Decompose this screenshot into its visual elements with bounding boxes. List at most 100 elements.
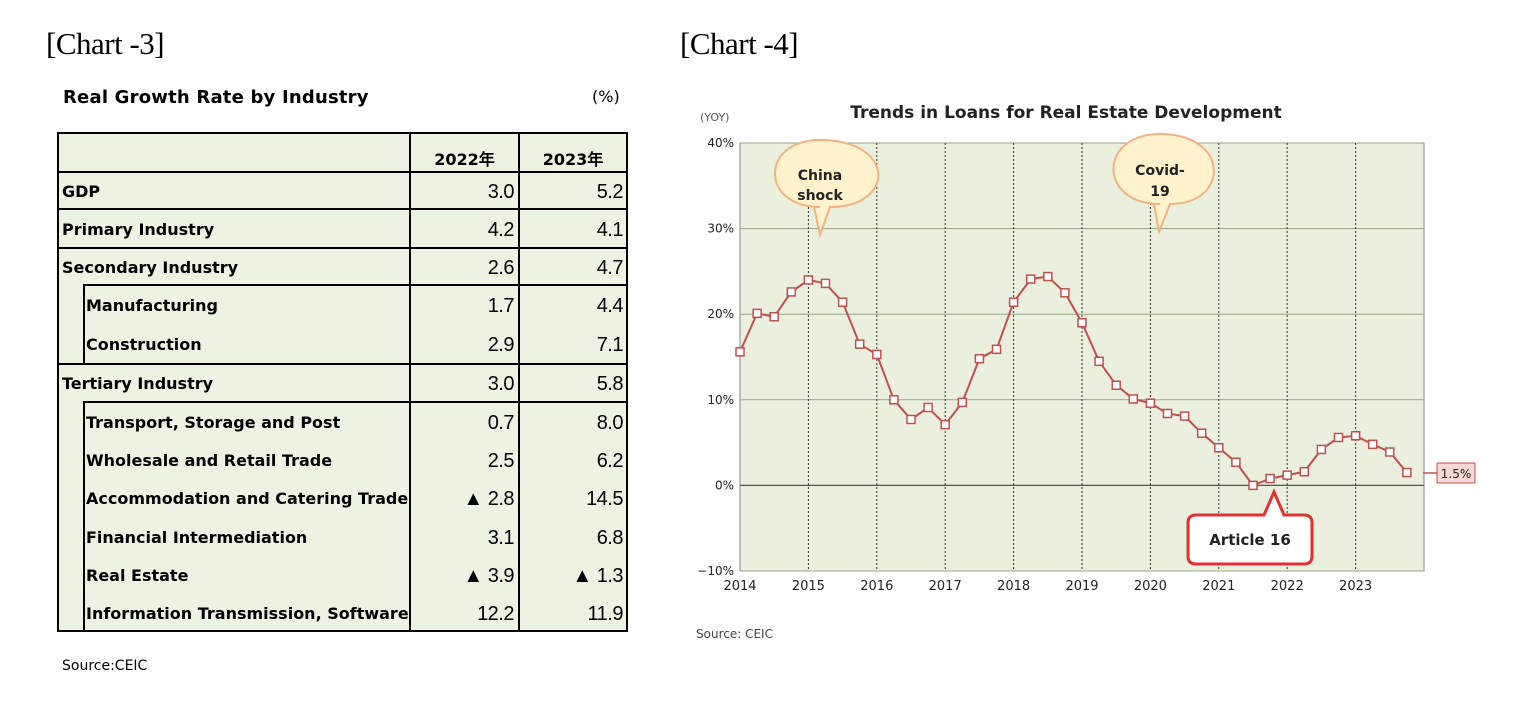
indent-divider xyxy=(83,401,85,632)
column-header-2022: 2022年 xyxy=(434,150,495,169)
end-value-label: 1.5% xyxy=(1423,462,1476,484)
y-tick-label: 40% xyxy=(707,136,734,150)
table-row: Wholesale and Retail Trade 2.5 6.2 xyxy=(59,443,626,479)
column-divider xyxy=(409,134,411,630)
data-point xyxy=(872,349,882,360)
x-tick-label: 2021 xyxy=(1202,579,1235,594)
data-point xyxy=(1299,466,1310,477)
data-point xyxy=(1214,442,1224,453)
row-label: Manufacturing xyxy=(86,296,218,315)
x-tick-label: 2023 xyxy=(1339,579,1372,594)
table-row: Real Estate ▲ 3.9 ▲ 1.3 xyxy=(59,558,626,594)
value-2023: 8.0 xyxy=(596,412,624,434)
row-label: Transport, Storage and Post xyxy=(86,413,341,432)
x-tick-label: 2019 xyxy=(1065,579,1098,594)
data-point xyxy=(1128,394,1139,404)
data-point xyxy=(1043,271,1053,282)
y-axis-label: (YOY) xyxy=(700,111,729,124)
y-tick-label: 30% xyxy=(707,222,734,236)
value-2023: 4.1 xyxy=(596,219,624,241)
x-tick-label: 2014 xyxy=(723,579,756,594)
y-tick-label: 0% xyxy=(715,478,734,492)
chart-title: Trends in Loans for Real Estate Developm… xyxy=(850,103,1281,123)
x-tick-label: 2015 xyxy=(792,579,825,594)
x-tick-label: 2016 xyxy=(860,579,893,594)
data-point xyxy=(1316,444,1327,455)
value-2022: 2.6 xyxy=(487,257,515,279)
data-point xyxy=(1402,467,1412,478)
value-2022: ▲ 3.9 xyxy=(463,565,514,587)
data-point xyxy=(991,344,1002,355)
row-rule xyxy=(59,363,626,365)
table-row: Secondary Industry 2.6 4.7 xyxy=(59,250,626,286)
column-divider xyxy=(518,134,520,630)
table-row: Accommodation and Catering Trade ▲ 2.8 1… xyxy=(59,481,626,517)
data-point xyxy=(1231,457,1241,468)
y-tick-label: 20% xyxy=(707,307,734,321)
x-tick-label: 2022 xyxy=(1271,579,1304,594)
value-2022: 3.0 xyxy=(487,181,515,203)
row-rule xyxy=(59,247,626,249)
data-point xyxy=(1385,447,1395,457)
value-2023: 6.8 xyxy=(596,527,624,549)
data-point xyxy=(1025,274,1036,284)
callout-text: China xyxy=(798,168,842,184)
value-2023: 14.5 xyxy=(586,488,623,510)
row-label: Primary Industry xyxy=(62,220,215,239)
callout-covid-19: Covid- 19 xyxy=(1112,132,1215,236)
data-point xyxy=(957,397,968,408)
end-value-text: 1.5% xyxy=(1441,467,1472,481)
row-rule xyxy=(83,401,626,403)
value-2022: 1.7 xyxy=(487,295,515,317)
data-point xyxy=(1060,288,1070,298)
value-2023: ▲ 1.3 xyxy=(572,565,623,587)
value-2022: 4.2 xyxy=(487,219,515,241)
x-tick-label: 2018 xyxy=(997,579,1030,594)
callout-article-16: Article 16 xyxy=(1186,488,1314,566)
data-point xyxy=(1196,428,1207,438)
value-2022: ▲ 2.8 xyxy=(463,488,514,510)
data-point xyxy=(820,278,831,289)
value-2022: 2.5 xyxy=(487,450,515,472)
chart-4-heading: [Chart -4] xyxy=(680,26,799,61)
loan-trend-chart: Trends in Loans for Real Estate Developm… xyxy=(697,103,1476,594)
row-label: Real Estate xyxy=(86,566,189,585)
row-label: Tertiary Industry xyxy=(62,374,214,393)
data-point xyxy=(1333,432,1344,443)
data-point xyxy=(1145,398,1156,408)
value-2023: 5.8 xyxy=(596,373,624,395)
table-row: Transport, Storage and Post 0.7 8.0 xyxy=(59,405,626,441)
table-unit: (%) xyxy=(592,87,620,106)
row-label: Wholesale and Retail Trade xyxy=(86,451,333,470)
table-row: Primary Industry 4.2 4.1 xyxy=(59,212,626,248)
table-title: Real Growth Rate by Industry xyxy=(63,87,369,108)
value-2023: 4.4 xyxy=(596,295,624,317)
row-label: GDP xyxy=(62,182,101,201)
callout-text: shock xyxy=(797,188,843,204)
data-point xyxy=(1350,431,1361,441)
callout-text: 19 xyxy=(1150,184,1169,200)
data-point xyxy=(752,308,762,319)
value-2022: 2.9 xyxy=(487,334,515,356)
series-line xyxy=(739,275,1408,487)
chart-source: Source: CEIC xyxy=(696,627,773,641)
table-row: Construction 2.9 7.1 xyxy=(59,327,626,363)
data-point xyxy=(889,395,899,405)
table-row: GDP 3.0 5.2 xyxy=(59,174,626,210)
table-row: Information Transmission, Software 12.2 … xyxy=(59,596,626,632)
row-label: Information Transmission, Software xyxy=(86,604,409,623)
data-point xyxy=(1179,411,1190,421)
data-point xyxy=(1008,297,1019,307)
column-header-2023: 2023年 xyxy=(542,150,604,169)
header-rule xyxy=(59,171,626,173)
row-label: Construction xyxy=(86,335,202,354)
data-point xyxy=(769,312,779,322)
row-rule xyxy=(83,284,626,286)
value-2023: 6.2 xyxy=(596,450,624,472)
table-row: Manufacturing 1.7 4.4 xyxy=(59,288,626,324)
value-2023: 11.9 xyxy=(587,603,624,625)
data-point xyxy=(735,347,745,357)
value-2022: 3.1 xyxy=(487,527,515,549)
data-point xyxy=(940,419,950,430)
x-tick-label: 2017 xyxy=(929,579,962,594)
